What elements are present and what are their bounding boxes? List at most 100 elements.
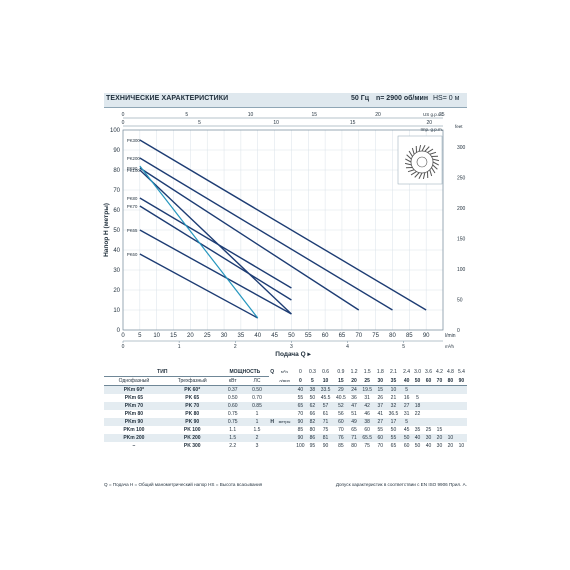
head-value: 40.5 <box>336 395 346 401</box>
head-value: 57 <box>317 402 334 410</box>
head-value: 80 <box>309 427 316 433</box>
table-row: PKm 65 PK 65 0.50 0.70 55 50 45.5 40.5 36 31 26 21 1… <box>104 394 467 402</box>
head-value: 5 <box>416 395 419 401</box>
x-tick-label: 20 <box>187 333 194 339</box>
table-row: PKm 60* PK 60* 0.37 0.50 40 38 33.5 29 24 19.5 15 1… <box>104 385 467 394</box>
x-unit-label: l/min <box>445 333 456 339</box>
h-unit <box>275 434 294 442</box>
us-unit-label: US g.p.m. <box>423 112 443 117</box>
curve-pk65 <box>139 229 292 315</box>
head-value: 40 <box>412 434 424 442</box>
y-tick-label: 30 <box>113 268 120 274</box>
head-value: 41 <box>377 411 384 417</box>
head-value: 46 <box>364 411 370 417</box>
header-bar: ТЕХНИЧЕСКИЕ ХАРАКТЕРИСТИКИ 50 Гц n= 2900… <box>104 93 467 108</box>
h-label: H <box>269 418 276 426</box>
head-value: 55 <box>297 395 304 401</box>
head-value: 30 <box>436 443 443 449</box>
three-phase-model: PK 90 <box>163 418 221 426</box>
head-value: 10 <box>444 434 456 442</box>
head-value <box>423 402 434 410</box>
head-value: 30 <box>423 434 434 442</box>
m3h-value: 0.6 <box>322 369 330 376</box>
m3h-value: 2.4 <box>403 369 411 376</box>
head-value: 45.5 <box>320 395 331 401</box>
m3h-value: 0.3 <box>308 369 316 376</box>
three-phase-model: PK 65 <box>185 395 200 401</box>
head-value: 70 <box>297 411 304 417</box>
curve-pk80 <box>139 197 292 289</box>
speed-label: n= 2900 об/мин <box>376 95 429 102</box>
impeller-vane <box>418 172 423 179</box>
head-value <box>445 394 456 402</box>
series-label: PK200 <box>127 156 141 161</box>
head-value: 56 <box>338 411 344 417</box>
feet-tick-label: 100 <box>457 267 466 273</box>
head-value: 25 <box>425 427 432 433</box>
head-value: 65.5 <box>359 434 375 442</box>
footer-standard: Допуск характеристик в соответствии с EN… <box>335 482 467 487</box>
head-value: 16 <box>403 395 410 401</box>
head-value <box>455 385 467 394</box>
h-unit <box>275 394 294 402</box>
lmin-value: 15 <box>333 376 349 386</box>
m3h-tick-label: 0 <box>122 344 125 350</box>
head-value <box>455 402 467 410</box>
feet-unit-label: feet <box>455 124 463 129</box>
x-tick-label: 75 <box>372 333 379 339</box>
y-axis-label: Напор H (метры) <box>103 203 110 257</box>
x-tick-label: 85 <box>406 333 413 339</box>
head-value: 32 <box>385 402 402 410</box>
feet-tick-label: 250 <box>457 176 466 182</box>
single-phase-model: PKm 65 <box>124 395 144 401</box>
head-value <box>456 394 467 402</box>
head-value: 81 <box>317 434 334 442</box>
head-value <box>412 385 424 394</box>
single-phase-model: PKm 80 <box>124 411 144 417</box>
power-kw: 0.50 <box>227 395 238 401</box>
head-value: 18 <box>412 402 424 410</box>
head-value: 71 <box>317 418 334 426</box>
impeller-vane <box>411 147 415 155</box>
m3h-tick-label: 1 <box>178 344 181 350</box>
feet-tick-label: 200 <box>457 206 466 212</box>
head-value <box>455 418 467 426</box>
x-tick-label: 25 <box>204 333 211 339</box>
three-phase-model: PK 300 <box>183 443 201 449</box>
head-value: 15 <box>374 385 386 394</box>
head-value: 20 <box>433 434 445 442</box>
head-value: 95 <box>309 443 316 449</box>
x-tick-label: 10 <box>153 333 160 339</box>
impeller-hub <box>410 150 434 174</box>
head-value: 86 <box>306 434 318 442</box>
power-kw: 0.60 <box>220 402 245 410</box>
table-row: PKm 70 PK 70 0.60 0.85 65 62 57 52 47 42 37 32 27 18 <box>104 402 467 410</box>
head-value <box>444 385 456 394</box>
head-value: 31 <box>403 411 410 417</box>
us-tick-label: 15 <box>311 112 317 118</box>
head-value: 85 <box>338 443 344 449</box>
impeller-vane <box>414 172 420 178</box>
lmin-value: 50 <box>412 376 424 386</box>
table-row: PKm 200 PK 200 1.5 2 90 86 81 76 71 65.5 60 55 50 40 3… <box>104 434 467 442</box>
lmin-value: 10 <box>317 376 334 386</box>
impeller-vane <box>429 169 433 177</box>
power-kw: 1.1 <box>229 427 237 433</box>
power-hp: 3 <box>255 443 259 449</box>
power-kw: 0.37 <box>220 385 245 394</box>
power-kw: 0.75 <box>220 418 245 426</box>
imp-tick-label: 10 <box>273 120 279 126</box>
head-value: 40 <box>425 443 432 449</box>
head-value: 49 <box>348 418 360 426</box>
head-value: 75 <box>322 427 329 433</box>
series-label: PK300 <box>127 138 141 143</box>
head-value: 51 <box>351 411 357 417</box>
x-axis-label: Подача Q ▸ <box>275 351 311 358</box>
m3h-value: 4.8 <box>446 369 454 376</box>
imp-tick-label: 5 <box>198 120 201 126</box>
head-value: 15 <box>436 427 443 433</box>
imp-unit-label: Imp. g.p.m. <box>420 127 443 132</box>
impeller-vane <box>421 145 426 152</box>
